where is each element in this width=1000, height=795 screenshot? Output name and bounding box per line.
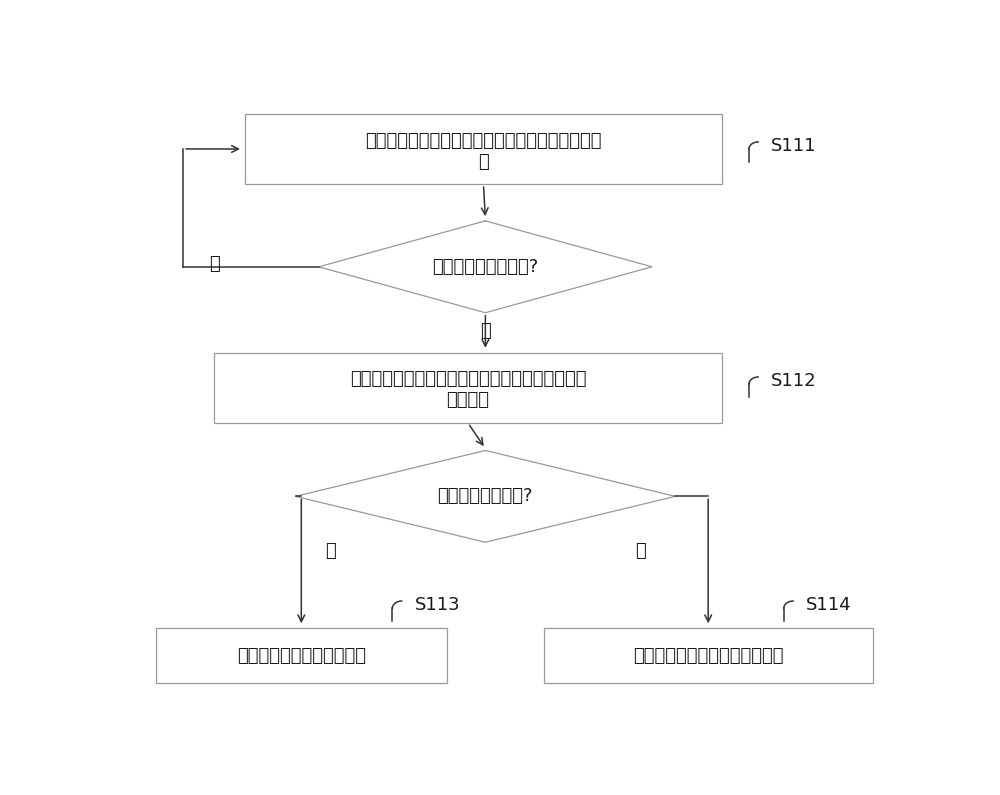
Text: 否: 否 [209, 255, 220, 273]
Text: 判定监控目标进入睡眠状态: 判定监控目标进入睡眠状态 [237, 646, 366, 665]
Text: 是: 是 [480, 322, 491, 340]
Bar [214, 352, 722, 423]
Text: 是否符合睡眠特征?: 是否符合睡眠特征? [438, 487, 533, 506]
Text: 检测监控目标的心率状态，判断心率状态是否符合: 检测监控目标的心率状态，判断心率状态是否符合 [350, 370, 586, 388]
Text: 睡眠特征: 睡眠特征 [446, 391, 489, 409]
Bar [156, 628, 447, 683]
Text: S111: S111 [771, 138, 817, 155]
Text: 判定监控目标没有进入睡眠状态: 判定监控目标没有进入睡眠状态 [633, 646, 783, 665]
Bar [544, 628, 873, 683]
Bar [245, 114, 722, 184]
Text: 否: 否 [635, 542, 646, 560]
Text: S112: S112 [771, 372, 817, 390]
Text: S113: S113 [415, 596, 460, 615]
Text: 判断监控目标是否持续保持静止状态达第一预设时: 判断监控目标是否持续保持静止状态达第一预设时 [365, 131, 602, 149]
Text: 是: 是 [325, 542, 336, 560]
Text: S114: S114 [806, 596, 852, 615]
Text: 是否达第一预设时长?: 是否达第一预设时长? [432, 258, 538, 276]
Text: 长: 长 [478, 153, 489, 171]
